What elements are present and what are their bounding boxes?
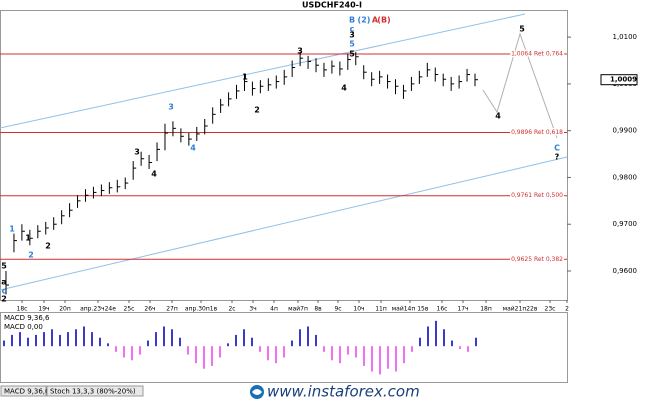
x-tick-label: 18c xyxy=(17,306,28,313)
wave-label: a xyxy=(1,278,6,287)
current-price-label: 1,0009 xyxy=(610,76,637,84)
x-tick-label: 16c xyxy=(437,306,448,313)
tabs: MACD 9,36,6 Stoch 13,3,3 (80%-20%) xyxy=(0,385,144,397)
watermark: www.instaforex.com xyxy=(250,383,420,401)
wave-label: 5 xyxy=(349,50,355,59)
wave-label: 2 xyxy=(1,295,7,304)
x-tick-label: 20п xyxy=(59,306,71,313)
level-label: 0,9625 Ret 0,382 xyxy=(511,256,563,263)
x-tick-label: апр.30п1в xyxy=(185,306,218,313)
wave-label: 5 xyxy=(349,40,355,49)
tab-label: MACD 9,36,6 xyxy=(4,388,50,396)
current-price-box xyxy=(600,74,638,86)
wave-label: 4 xyxy=(341,84,347,93)
x-tick-label: 3ч xyxy=(249,306,256,313)
wave-label: ? xyxy=(555,153,560,162)
channel-lower xyxy=(0,156,568,291)
price-frame xyxy=(0,10,568,301)
wave-label: 3 xyxy=(297,47,303,56)
tab-label: Stoch 13,3,3 (80%-20%) xyxy=(50,388,136,396)
wave-label: 4 xyxy=(151,170,157,179)
x-tick-label: 11п xyxy=(375,306,387,313)
wave-label: 2 xyxy=(254,106,260,115)
watermark-icon-detail xyxy=(252,389,262,395)
x-tick-label: 4п xyxy=(270,306,278,313)
y-tick-label: 0,9600 xyxy=(613,267,638,275)
x-tick-label: 2 xyxy=(565,306,569,313)
wave-label: 5 xyxy=(1,262,7,271)
y-tick-label: 1,0100 xyxy=(613,33,638,41)
x-tick-label: май7п xyxy=(288,306,308,313)
x-tick-label: май21п22в xyxy=(503,306,538,313)
channel-upper xyxy=(0,13,526,129)
y-tick-label: 0,9700 xyxy=(613,220,638,228)
wave-label: 2 xyxy=(45,242,51,251)
x-tick-label: апр.23ч24е xyxy=(80,306,116,313)
wave-label: 1 xyxy=(242,73,248,82)
wave-label: 3 xyxy=(349,31,355,40)
y-tick-label: 0,9900 xyxy=(613,127,638,135)
wave-label: 4 xyxy=(190,144,196,153)
x-tick-label: май14п 15в xyxy=(392,306,429,313)
x-tick-label: 10ч xyxy=(353,306,364,313)
tab[interactable] xyxy=(0,385,47,397)
indicator-frame xyxy=(0,312,568,383)
wave-label: 2 xyxy=(28,251,34,260)
x-tick-label: 17ч xyxy=(457,306,468,313)
level-label: 1,0064 Ret 0,764 xyxy=(511,50,563,57)
x-tick-label: 27п xyxy=(166,306,178,313)
forecast-path xyxy=(482,32,558,139)
x-tick-label: 25c xyxy=(124,306,135,313)
wave-label: 1 xyxy=(9,225,15,234)
level-label: 0,9896 Ret 0,618 xyxy=(511,129,563,136)
wave-label: c xyxy=(350,25,355,34)
wave-label: (B) xyxy=(377,16,390,25)
x-tick-label: 8в xyxy=(314,306,322,313)
chart-title: USDCHF240-I xyxy=(302,1,362,10)
y-tick-label: 0,9800 xyxy=(613,173,638,181)
wave-label: c xyxy=(2,287,7,296)
wave-label: C xyxy=(554,144,560,153)
indicator-value: MACD 0,00 xyxy=(4,323,43,331)
x-tick-label: 2c xyxy=(228,306,235,313)
x-tick-label: 19ч xyxy=(38,306,49,313)
wave-label: A xyxy=(372,16,379,25)
wave-label: 3 xyxy=(134,148,140,157)
wave-label: 1 xyxy=(25,234,31,243)
wave-label: (2) xyxy=(358,16,371,25)
level-label: 0,9761 Ret 0,500 xyxy=(511,192,563,199)
x-tick-label: 9c xyxy=(334,306,341,313)
x-tick-label: 18п xyxy=(480,306,492,313)
wave-label: 3 xyxy=(168,103,174,112)
wave-label: 5 xyxy=(519,25,525,34)
x-tick-label: 26ч xyxy=(144,306,155,313)
x-tick-label: 23c xyxy=(545,306,556,313)
watermark-text: www.instaforex.com xyxy=(267,383,420,401)
tab[interactable] xyxy=(46,385,144,397)
wave-label: B xyxy=(349,16,355,25)
indicator-name: MACD 9,36,6 xyxy=(4,314,50,322)
wave-label: 4 xyxy=(495,112,501,121)
